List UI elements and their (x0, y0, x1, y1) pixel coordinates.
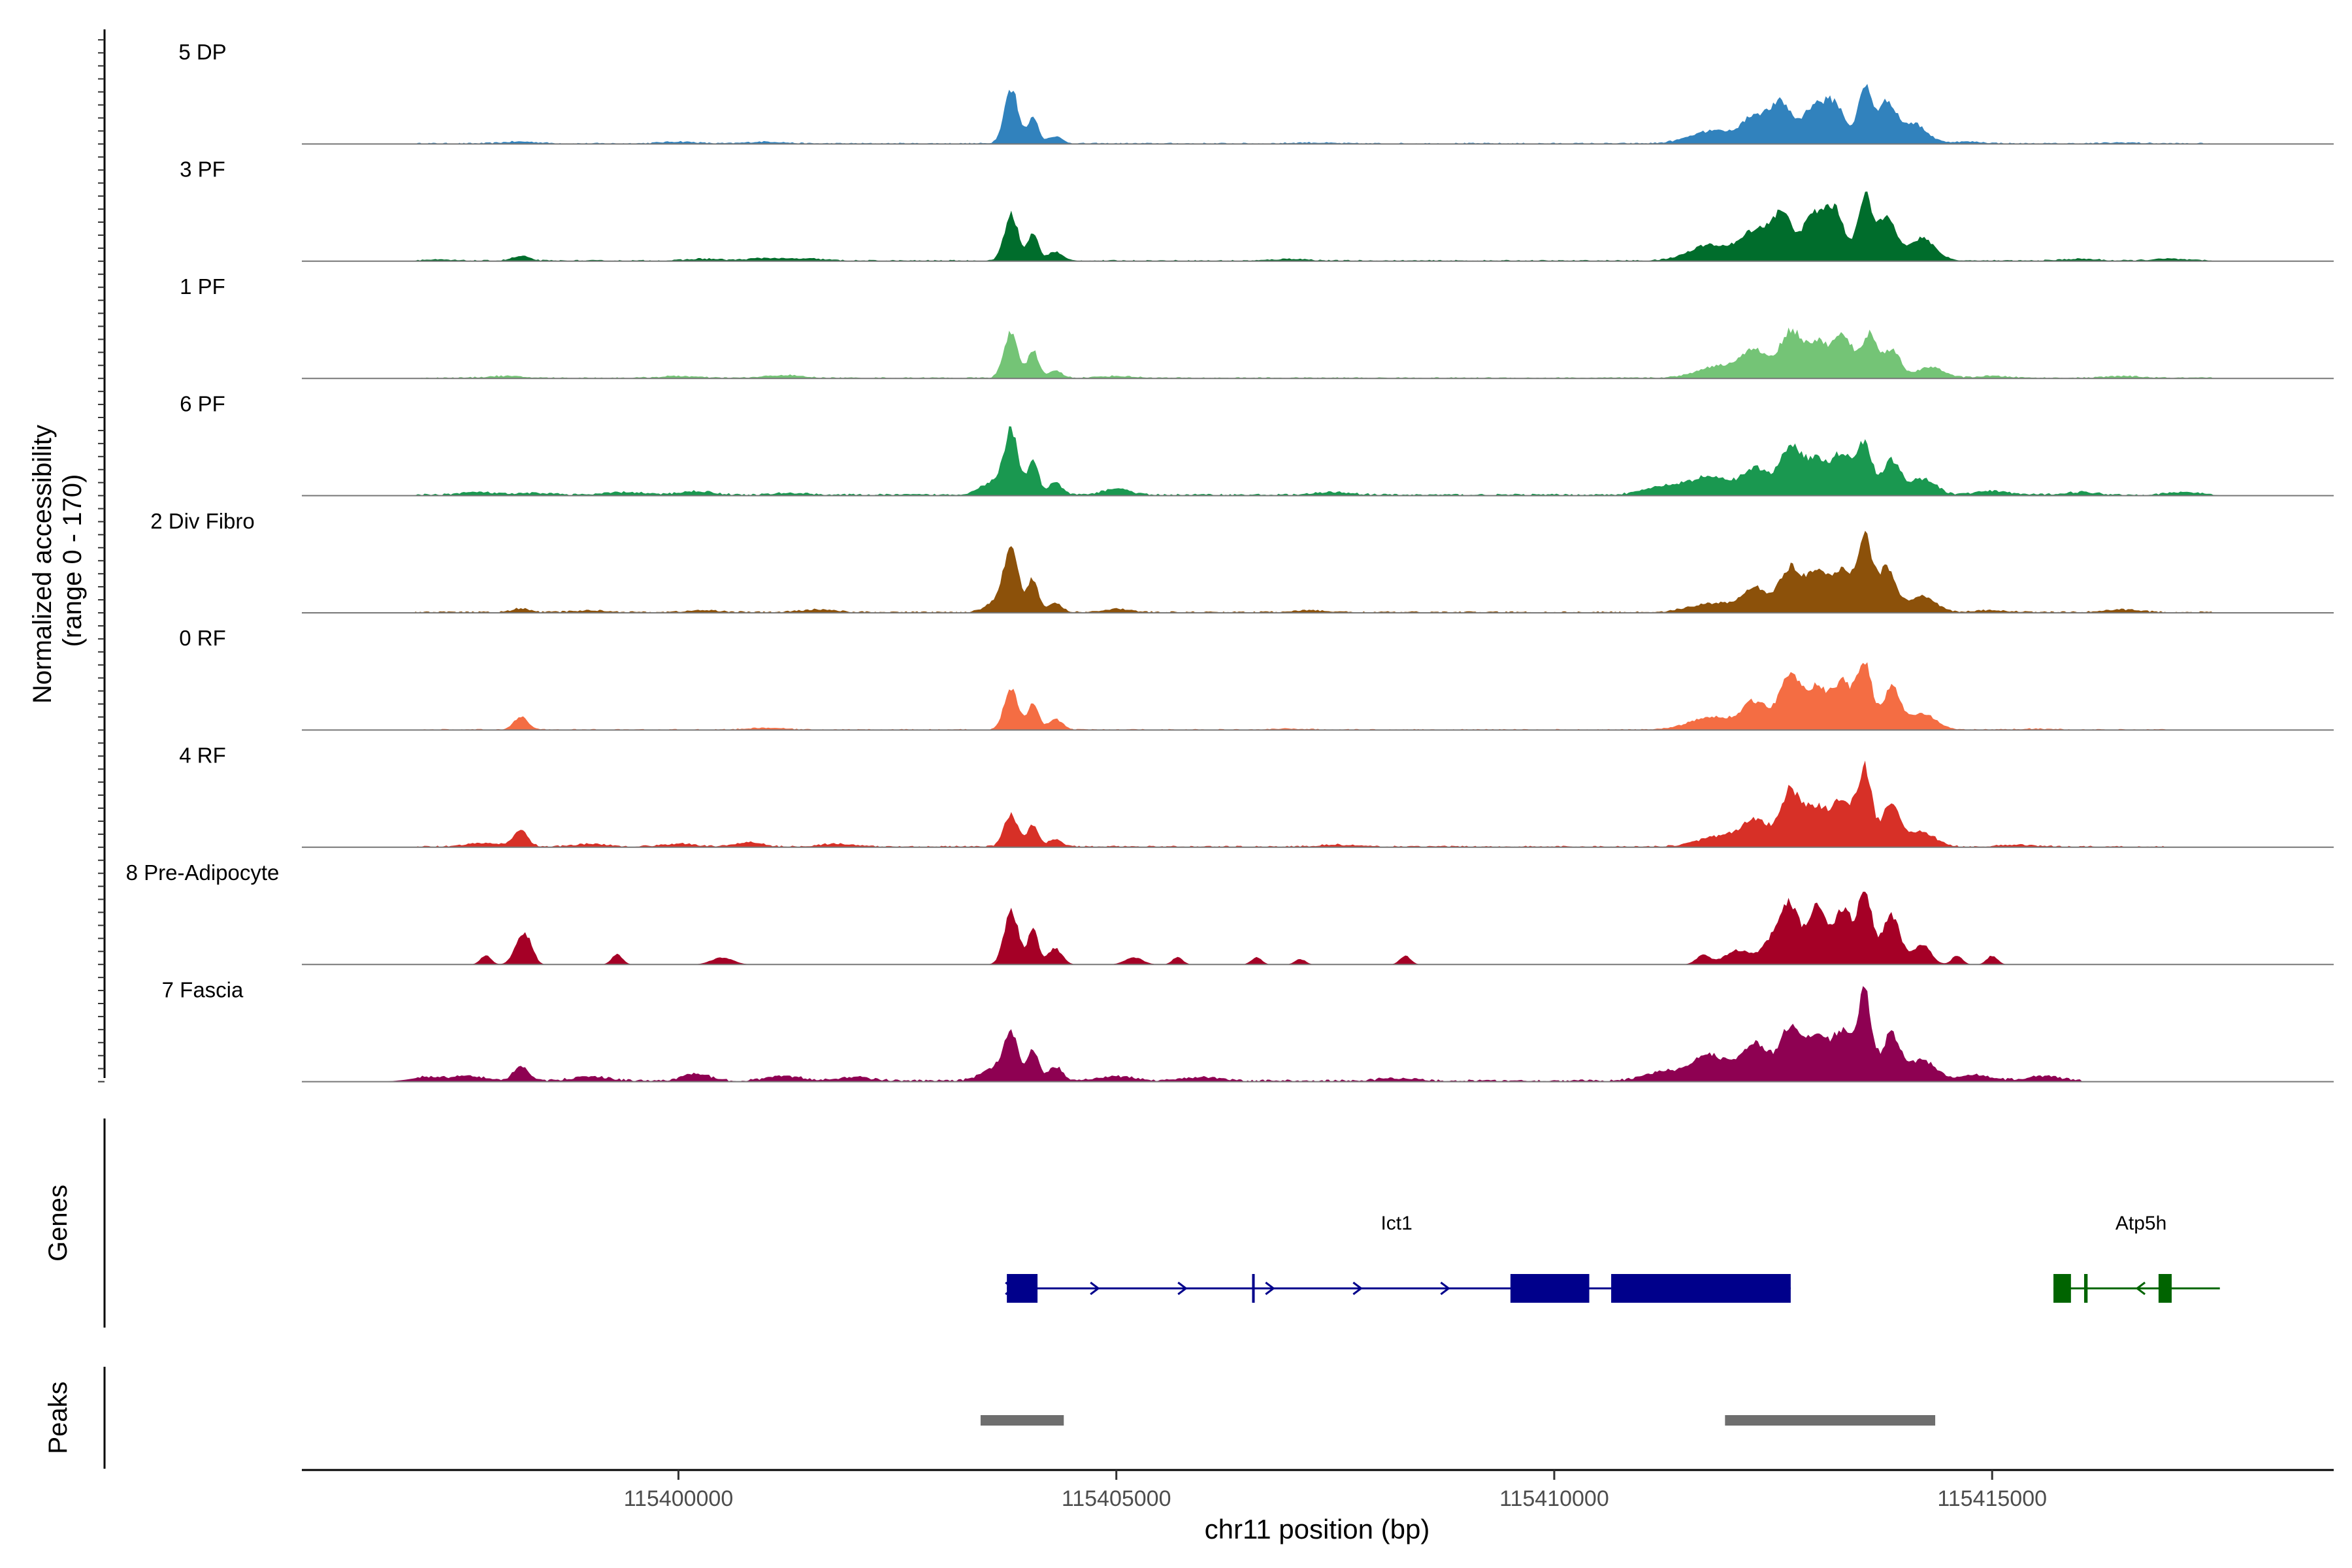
y-axis-title: Normalized accessibility (range 0 - 170) (28, 417, 87, 704)
peak-region-bar (1725, 1415, 1936, 1426)
track-0: 5 DP (178, 40, 2334, 145)
track-label: 3 PF (180, 157, 225, 182)
gene-exon (1510, 1274, 1590, 1303)
x-tick-label: 115400000 (624, 1486, 734, 1511)
coverage-area (302, 891, 2334, 965)
strand-arrow (1005, 1281, 1015, 1296)
track-2: 1 PF (180, 274, 2334, 380)
track-label: 2 Div Fibro (150, 509, 255, 533)
track-4: 2 Div Fibro (150, 509, 2334, 613)
coverage-area (302, 327, 2334, 379)
gene-exon (2053, 1274, 2071, 1303)
x-tick-label: 115405000 (1062, 1486, 1171, 1511)
strand-arrow (1090, 1281, 1100, 1296)
coverage-y-ticks (98, 39, 105, 1083)
gene-ict1: Ict1 (1005, 1213, 1791, 1303)
coverage-area (302, 662, 2334, 730)
strand-arrow (1440, 1281, 1450, 1296)
track-label: 7 Fascia (162, 977, 244, 1002)
track-6: 4 RF (179, 743, 2334, 848)
x-tick-label: 115415000 (1937, 1486, 2047, 1511)
track-label: 1 PF (180, 274, 225, 299)
track-5: 0 RF (179, 626, 2334, 731)
gene-name-label: Atp5h (2115, 1213, 2166, 1234)
strand-arrow (1177, 1281, 1188, 1296)
x-tick-label: 115410000 (1499, 1486, 1609, 1511)
coverage-tracks: 5 DP 3 PF 1 PF 6 PF 2 Div Fibro 0 RF 4 RF 8 Pre… (126, 40, 2334, 1083)
strand-arrow (1352, 1281, 1363, 1296)
peak-region-bar (980, 1415, 1064, 1426)
strand-arrow (1265, 1281, 1275, 1296)
track-label: 5 DP (178, 40, 226, 64)
gene-exon (1611, 1274, 1791, 1303)
gene-annotations: Ict1 Atp5h (1005, 1213, 2220, 1303)
track-label: 4 RF (179, 743, 226, 768)
track-8: 7 Fascia (162, 977, 2334, 1083)
track-7: 8 Pre-Adipocyte (126, 860, 2334, 966)
track-label: 6 PF (180, 391, 225, 416)
peak-regions (980, 1415, 1936, 1426)
gene-exon (1007, 1274, 1038, 1303)
peaks-panel-label: Peaks (44, 1381, 73, 1454)
track-label: 0 RF (179, 626, 226, 650)
coverage-area (302, 531, 2334, 613)
track-1: 3 PF (180, 157, 2334, 262)
coverage-area (302, 426, 2334, 496)
y-axis-title-line2: (range 0 - 170) (58, 474, 87, 647)
gene-atp5h: Atp5h (2053, 1213, 2220, 1303)
coverage-area (302, 760, 2334, 847)
track-3: 6 PF (180, 391, 2334, 497)
coverage-area (302, 84, 2334, 144)
x-axis-title: chr11 position (bp) (1205, 1514, 1430, 1544)
coverage-area (302, 986, 2334, 1082)
gene-exon (2083, 1274, 2088, 1303)
x-axis-ticks: 115400000 115405000 115410000 115415000 (624, 1470, 2047, 1511)
gene-name-label: Ict1 (1380, 1213, 1412, 1234)
track-label: 8 Pre-Adipocyte (126, 860, 280, 885)
genes-panel-label: Genes (44, 1184, 73, 1262)
gene-exon (2158, 1274, 2172, 1303)
y-axis-title-line1: Normalized accessibility (28, 425, 57, 704)
coverage-area (302, 191, 2334, 261)
gene-exon (1252, 1274, 1255, 1303)
strand-arrow (2135, 1281, 2146, 1296)
